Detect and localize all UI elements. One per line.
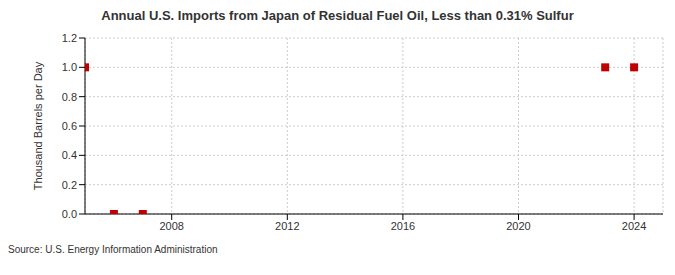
svg-text:0.4: 0.4 <box>62 149 77 161</box>
svg-text:2012: 2012 <box>275 220 299 232</box>
svg-text:0.2: 0.2 <box>62 179 77 191</box>
svg-text:1.0: 1.0 <box>62 61 77 73</box>
svg-text:2008: 2008 <box>159 220 183 232</box>
html-text:Source: U.S. Energy Informatio: Source: U.S. Energy Information Administ… <box>8 244 218 255</box>
html-text:Annual U.S. Imports from Japan: Annual U.S. Imports from Japan of Residu… <box>101 8 574 23</box>
svg-text:2024: 2024 <box>622 220 646 232</box>
svg-text:Thousand Barrels per Day: Thousand Barrels per Day <box>32 61 44 190</box>
svg-text:2016: 2016 <box>391 220 415 232</box>
svg-text:0.6: 0.6 <box>62 120 77 132</box>
svg-text:2020: 2020 <box>506 220 530 232</box>
svg-text:0.8: 0.8 <box>62 91 77 103</box>
svg-text:0.0: 0.0 <box>62 208 77 220</box>
svg-text:1.2: 1.2 <box>62 32 77 44</box>
